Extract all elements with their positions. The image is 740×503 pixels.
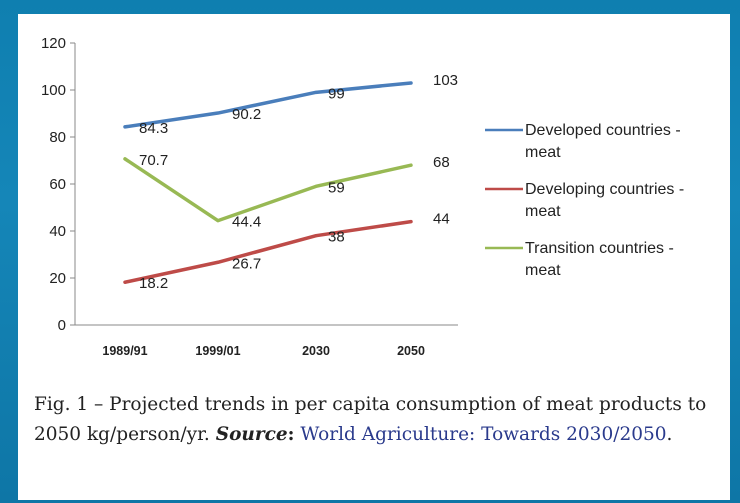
- y-tick-label: 20: [49, 270, 66, 287]
- data-point: [123, 125, 127, 129]
- data-label: 38: [328, 229, 345, 246]
- legend-label: Developed countries -: [525, 122, 681, 139]
- series-line: [123, 81, 413, 129]
- x-tick-label: 1989/91: [102, 344, 147, 358]
- x-tick-label: 1999/01: [195, 344, 240, 358]
- y-tick-label: 0: [58, 317, 66, 334]
- y-tick-label: 40: [49, 223, 66, 240]
- data-label: 59: [328, 179, 345, 196]
- data-label: 103: [433, 72, 458, 89]
- data-label: 84.3: [139, 120, 168, 137]
- data-point: [409, 220, 413, 224]
- y-tick-label: 100: [41, 82, 66, 99]
- legend-label-cont: meat: [525, 144, 561, 161]
- data-point: [216, 260, 220, 264]
- y-tick-label: 60: [49, 176, 66, 193]
- legend-label: Developing countries -: [525, 181, 684, 198]
- data-point: [314, 184, 318, 188]
- data-label: 70.7: [139, 152, 168, 169]
- data-label: 68: [433, 154, 450, 171]
- legend-label-cont: meat: [525, 203, 561, 220]
- data-label: 18.2: [139, 275, 168, 292]
- data-label: 90.2: [232, 106, 261, 123]
- data-point: [216, 111, 220, 115]
- data-label: 44.4: [232, 214, 261, 231]
- line-chart: 0 20 40 60 80 100 120 1989/91 1999/01 2030 2050 84.…: [41, 35, 684, 358]
- legend-label: Transition countries -: [525, 240, 674, 257]
- legend-label-cont: meat: [525, 262, 561, 279]
- data-point: [409, 163, 413, 167]
- x-tick-label: 2050: [397, 344, 425, 358]
- caption-source-label: Source: [215, 424, 288, 445]
- series-line: [123, 157, 413, 223]
- data-label: 44: [433, 211, 450, 228]
- caption-end: .: [666, 424, 673, 445]
- data-point: [314, 90, 318, 94]
- series-line: [123, 219, 413, 284]
- data-point: [216, 219, 220, 223]
- y-tick-label: 80: [49, 129, 66, 146]
- data-point: [314, 234, 318, 238]
- data-point: [123, 280, 127, 284]
- data-label: 26.7: [232, 255, 261, 272]
- caption-source-colon: :: [287, 424, 295, 445]
- figure-panel: 0 20 40 60 80 100 120 1989/91 1999/01 2030 2050 84.…: [18, 14, 730, 500]
- figure-caption: Fig. 1 – Projected trends in per capita …: [34, 390, 724, 450]
- data-point: [123, 157, 127, 161]
- data-label: 99: [328, 85, 345, 102]
- data-point: [409, 81, 413, 85]
- x-tick-label: 2030: [302, 344, 330, 358]
- caption-text: Fig. 1 – Projected trends in per capita …: [34, 394, 707, 445]
- caption-source-reference: World Agriculture: Towards 2030/2050: [300, 424, 667, 445]
- y-tick-label: 120: [41, 35, 66, 52]
